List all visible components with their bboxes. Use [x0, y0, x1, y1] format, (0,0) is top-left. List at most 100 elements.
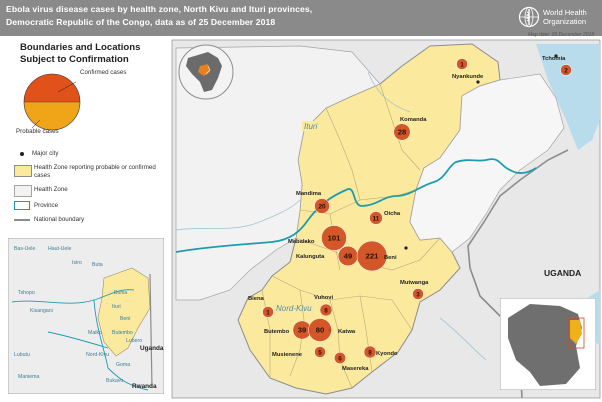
zone-label-mandima: Mandima [296, 191, 322, 197]
zone-label-oicha: Oicha [384, 211, 401, 217]
who-name-line-1: World Health [543, 8, 587, 17]
zone-label-mabalako: Mabalako [288, 239, 315, 245]
inset-label-beni: Beni [120, 316, 130, 322]
case-count-komanda: 28 [398, 128, 406, 137]
inset-label-butembo: Butembo [112, 330, 133, 336]
who-name-line-2: Organization [543, 17, 587, 26]
case-marker-vuhovi [319, 303, 333, 317]
inset-label-rwanda: Rwanda [132, 383, 157, 390]
case-count-beni: 221 [366, 252, 379, 261]
legend-label-province: Province [34, 202, 59, 209]
zone-label-biena: Biena [248, 296, 265, 302]
case-count-kalunguta: 49 [344, 252, 352, 261]
legend-label-health-zone: Health Zone [34, 186, 68, 193]
case-marker-katwa [308, 318, 332, 342]
inset-label-haut-uele: Haut-Uele [48, 246, 71, 252]
case-count-musienene: 5 [318, 350, 322, 357]
province-boundary [175, 158, 537, 253]
legend-label-confirmed-cases: Confirmed cases [80, 69, 127, 76]
inset-label-buta: Buta [92, 262, 103, 268]
legend-label-national-boundary: National boundary [34, 216, 85, 223]
inset-label-maiko: Maiko [88, 330, 102, 336]
inset-label-isiro: Isiro [72, 260, 82, 266]
inset-label-kisangani: Kisangani [30, 308, 53, 314]
case-marker-mabalako [321, 225, 347, 251]
inset-label-maniema: Maniema [18, 374, 39, 380]
legend-panel: Boundaries and Locations Subject to Conf… [6, 38, 170, 394]
legend-title-line-2: Subject to Confirmation [20, 54, 129, 65]
legend-title-line-1: Boundaries and Locations [20, 42, 141, 53]
case-marker-musienene [314, 346, 326, 358]
zone-label-mutwanga: Mutwanga [400, 280, 429, 286]
case-count-mutwanga: 3 [416, 292, 420, 299]
inset-label-lubutu: Lubutu [14, 352, 30, 358]
case-marker-tchomia [560, 64, 572, 76]
zone-label-musienene: Musienene [272, 352, 303, 358]
zone-label-vuhovi: Vuhovi [314, 295, 333, 301]
case-marker-nyankunde [456, 58, 468, 70]
case-count-mabalako: 101 [328, 234, 341, 243]
legend-label-probable-cases: Probable cases [16, 128, 59, 135]
unaffected-health-zone-east [409, 73, 565, 253]
legend-symbol-health-zone [14, 185, 32, 197]
regional-inset-map: Bas-Uele Haut-Uele Isiro Buta Bunia Ituri Tsho… [8, 238, 164, 394]
case-count-oicha: 11 [373, 216, 380, 223]
inset-label-uganda: Uganda [140, 345, 164, 352]
header-bar: Ebola virus disease cases by health zone… [0, 0, 602, 36]
zone-label-nyankunde: Nyankunde [452, 74, 484, 80]
inset-label-bukavu: Bukavu [106, 378, 123, 384]
case-count-nyankunde: 1 [460, 62, 464, 69]
legend-symbol-province [14, 201, 30, 210]
inset-label-ituri: Ituri [112, 304, 121, 310]
case-marker-mandima [314, 198, 330, 214]
inset-label-bunia: Bunia [114, 290, 127, 296]
legend-symbol-affected-zone [14, 165, 32, 177]
zone-label-beni: Beni [384, 255, 397, 261]
zone-label-masereka: Masereka [342, 366, 369, 372]
case-count-kyondo: 8 [368, 350, 372, 357]
inset-label-lubero: Lubero [126, 338, 142, 344]
case-markers: 1 Nyankunde 2 Tchomia 28 Komanda 20 Mandima 11 Oi… [248, 56, 572, 372]
region-label-ituri: Ituri [304, 122, 318, 131]
legend-symbol-national-boundary [14, 219, 30, 221]
map-title-line-1: Ebola virus disease cases by health zone… [6, 4, 313, 14]
unaffected-health-zone-west [175, 45, 381, 301]
case-marker-masereka [334, 352, 346, 364]
case-type-legend-symbol [23, 73, 81, 131]
legend-symbol-major-city [20, 152, 24, 156]
inset-label-bas-uele: Bas-Uele [14, 246, 35, 252]
legend-label-major-city: Major city [32, 150, 59, 157]
zone-label-kalunguta: Kalunguta [296, 254, 325, 260]
case-count-biena: 1 [266, 310, 270, 317]
who-emblem-icon [518, 6, 540, 28]
case-marker-komanda [393, 123, 411, 141]
zone-label-katwa: Katwa [338, 329, 356, 335]
country-label-uganda: UGANDA [544, 268, 581, 278]
case-marker-mutwanga [412, 288, 424, 300]
case-marker-kyondo [363, 345, 377, 359]
africa-locator-inset [178, 44, 234, 100]
case-count-butembo: 39 [298, 326, 306, 335]
inset-label-nord-kivu: Nord-Kivu [86, 352, 109, 358]
ituri-label-bg [302, 121, 320, 131]
zone-label-kyondo: Kyondo [376, 351, 398, 357]
zone-label-komanda: Komanda [400, 117, 427, 123]
map-date: Map date: 26 December 2018 [528, 32, 595, 38]
case-marker-biena [262, 306, 274, 318]
inset-label-goma: Goma [116, 362, 130, 368]
map-title-line-2: Democratic Republic of the Congo, data a… [6, 17, 276, 27]
inset-label-tshopo: Tshopo [18, 290, 35, 296]
zone-label-tchomia: Tchomia [542, 56, 566, 62]
case-count-tchomia: 2 [564, 68, 568, 75]
inset-place-labels: Bas-Uele Haut-Uele Isiro Buta Bunia Ituri Tsho… [14, 246, 164, 390]
case-count-katwa: 80 [316, 326, 324, 335]
region-label-nord-kivu: Nord-Kivu [276, 304, 312, 313]
case-count-vuhovi: 8 [324, 308, 328, 315]
case-count-mandima: 20 [318, 204, 326, 211]
legend-label-affected-zone: Health Zone reporting probable or confir… [34, 164, 156, 179]
case-marker-beni [356, 240, 388, 272]
drc-locator-inset [500, 298, 596, 390]
case-marker-oicha [369, 211, 383, 225]
zone-label-butembo: Butembo [264, 329, 290, 335]
